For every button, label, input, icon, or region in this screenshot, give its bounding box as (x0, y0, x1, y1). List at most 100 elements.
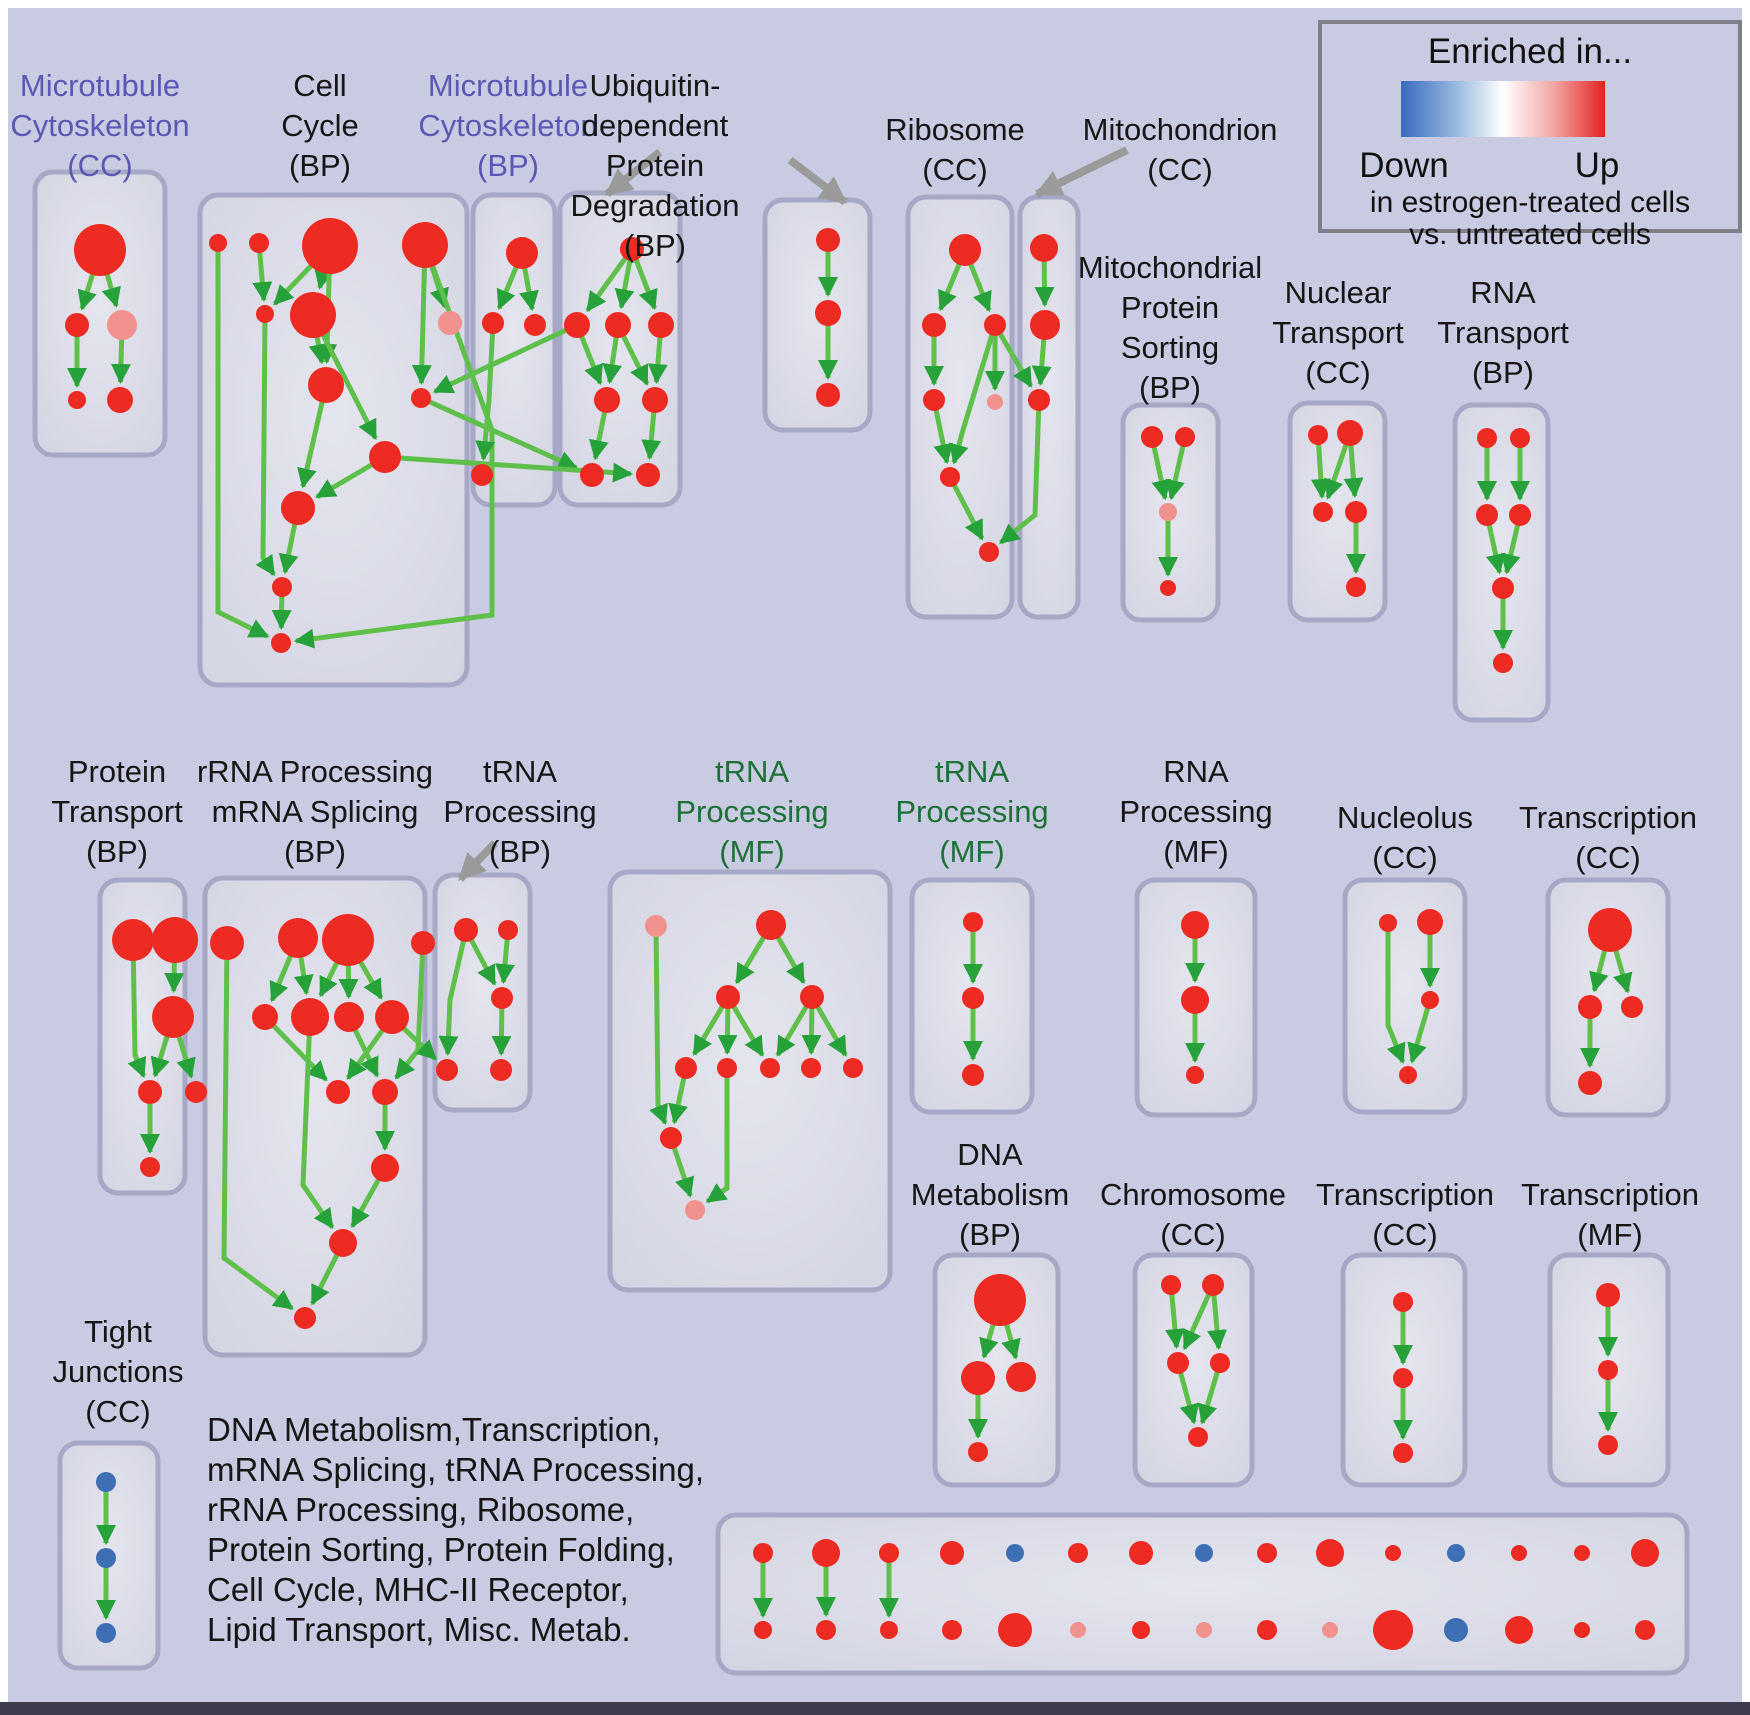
go-term-node (1196, 1622, 1212, 1638)
go-term-node (605, 312, 631, 338)
go-term-node (1393, 1443, 1413, 1463)
go-term-node (1030, 310, 1060, 340)
cluster-label-trna-processing-bp: tRNA Processing (BP) (443, 754, 597, 869)
go-edge-arrow (649, 925, 668, 1125)
cluster-label-transcription-cc: Transcription (CC) (1518, 800, 1698, 875)
legend-subtitle-line1: in estrogen-treated cells (1369, 186, 1691, 219)
misc-clusters-caption: DNA Metabolism,Transcription, mRNA Splic… (207, 1411, 705, 1648)
go-term-node (962, 987, 984, 1009)
go-term-node (281, 491, 315, 525)
go-term-node (620, 237, 644, 261)
go-term-node (564, 312, 590, 338)
figure-bottom-border (0, 1702, 1750, 1715)
cluster-label-cell-cycle-bp: Cell Cycle (BP) (281, 68, 359, 183)
go-term-node (1313, 502, 1333, 522)
go-term-node (1373, 1610, 1413, 1650)
color-legend: Enriched in... Down Up in estrogen-treat… (1318, 20, 1742, 251)
go-term-node (1509, 504, 1531, 526)
cluster-label-ubiquitin-dependent-protein-degradation-bp: Ubiquitin- dependent Protein Degradation… (570, 68, 740, 263)
go-edge-arrow (432, 322, 579, 394)
go-term-node (1417, 909, 1443, 935)
go-edge-arrow (1385, 923, 1406, 1064)
cluster-box (1342, 877, 1468, 1115)
go-term-node (252, 1004, 278, 1030)
go-term-node (880, 1621, 898, 1639)
go-term-node (1175, 427, 1195, 447)
go-term-node (1399, 1066, 1417, 1084)
go-term-node (1379, 914, 1397, 932)
cluster-box (1545, 877, 1671, 1118)
go-term-node (1598, 1360, 1618, 1380)
go-term-node (716, 985, 740, 1009)
go-term-node (949, 234, 981, 266)
go-term-node (112, 919, 154, 961)
go-edge-arrow (1197, 1362, 1223, 1425)
go-term-node (291, 998, 329, 1036)
go-term-node (185, 1081, 207, 1103)
go-edge-arrow (419, 395, 579, 471)
go-edge-arrow (1165, 1284, 1185, 1350)
legend-down-label: Down (1359, 146, 1449, 185)
go-edge-arrow (221, 942, 294, 1311)
go-term-node (1210, 1353, 1230, 1373)
go-term-node (685, 1200, 705, 1220)
legend-subtitle-line2: vs. untreated cells (1409, 218, 1651, 251)
go-term-node (436, 1059, 458, 1081)
cluster-box (32, 169, 168, 458)
cluster-label-protein-transport-bp: Protein Transport (BP) (51, 754, 183, 869)
go-term-node (1161, 1275, 1181, 1295)
go-term-node (1631, 1539, 1659, 1567)
go-term-node (210, 926, 244, 960)
label-pointer-arrow (457, 840, 498, 882)
go-term-node (1385, 1545, 1401, 1561)
go-term-node (1346, 577, 1366, 597)
go-term-node (334, 1002, 364, 1032)
go-term-node (308, 367, 344, 403)
cluster-label-nuclear-transport-cc: Nuclear Transport (CC) (1272, 275, 1404, 390)
go-term-node (152, 996, 194, 1038)
cluster-label-transcription-cc: Transcription (CC) (1315, 1177, 1495, 1252)
go-term-node (1181, 986, 1209, 1014)
go-term-node (1393, 1292, 1413, 1312)
go-term-node (962, 1064, 984, 1086)
go-term-node (372, 1079, 398, 1105)
cluster-box (932, 1252, 1061, 1488)
go-term-node (1511, 1545, 1527, 1561)
label-pointer-arrow (604, 148, 663, 198)
go-term-node (1444, 1618, 1468, 1642)
go-edge-arrow (1182, 1283, 1216, 1351)
go-term-node (815, 300, 841, 326)
go-term-node (96, 1472, 116, 1492)
cluster-label-ribosome-cc: Ribosome (CC) (885, 112, 1025, 187)
go-term-node (1030, 234, 1058, 262)
go-term-node (801, 1058, 821, 1078)
go-term-node (329, 1229, 357, 1257)
go-term-node (1195, 1544, 1213, 1562)
cluster-box (1132, 1252, 1255, 1488)
go-term-node (1006, 1544, 1024, 1562)
go-term-node (1129, 1541, 1153, 1565)
go-term-node (1141, 426, 1163, 448)
go-edge-arrow (255, 313, 276, 577)
go-term-node (1635, 1620, 1655, 1640)
cluster-label-chromosome-cc: Chromosome (CC) (1099, 1177, 1287, 1252)
go-term-node (498, 920, 518, 940)
go-edge-arrow (947, 475, 985, 541)
go-term-node (96, 1548, 116, 1568)
go-edge-arrow (1407, 999, 1433, 1064)
go-term-node (816, 228, 840, 252)
go-term-node (843, 1058, 863, 1078)
go-term-node (256, 305, 274, 323)
go-term-node (369, 441, 401, 473)
go-term-node (1510, 428, 1530, 448)
go-term-node (322, 914, 374, 966)
go-term-node (660, 1127, 682, 1149)
go-term-node (1505, 1616, 1533, 1644)
go-term-node (482, 312, 504, 334)
cluster-label-mitochondrial-protein-sorting-bp: Mitochondrial Protein Sorting (BP) (1077, 250, 1263, 405)
go-edge-arrow (215, 243, 270, 639)
go-term-node (278, 918, 318, 958)
go-edge-arrow (475, 322, 496, 462)
